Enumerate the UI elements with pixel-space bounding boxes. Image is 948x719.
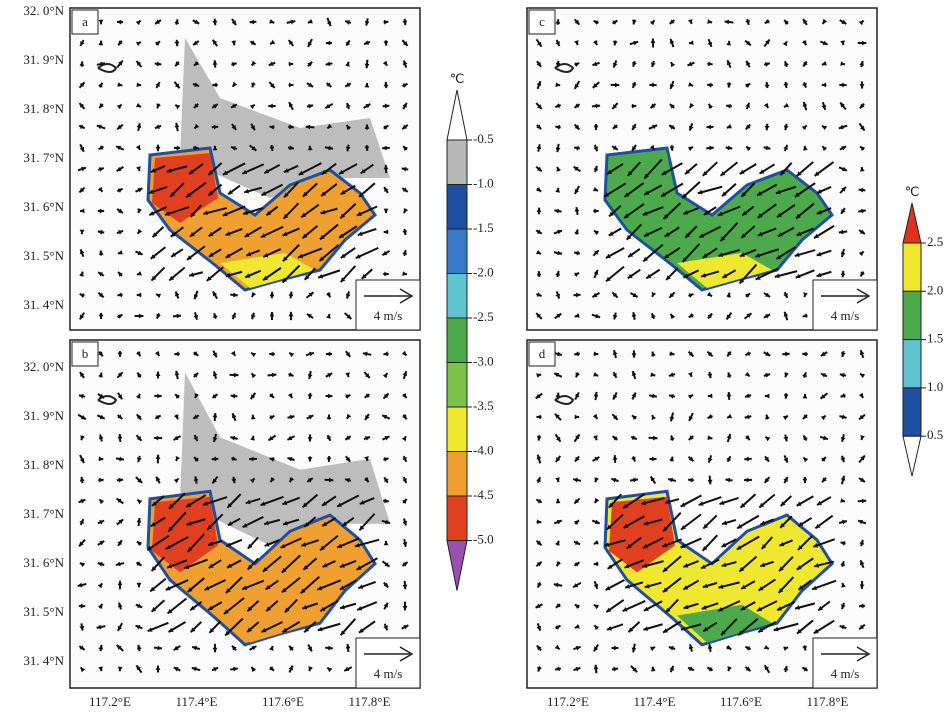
y-tick-label: 31. 5°N: [23, 604, 64, 619]
x-tick-label: 117.2°E: [89, 694, 131, 709]
scale-label: 4 m/s: [374, 308, 403, 323]
panel-label: d: [539, 346, 546, 361]
panel-label: c: [539, 14, 545, 29]
colorbar-cap: [903, 203, 921, 243]
y-tick-label: 32. 0°N: [23, 3, 64, 18]
colorbar-segment: [447, 229, 467, 274]
x-tick-label: 117.2°E: [547, 694, 589, 709]
y-tick-label: 32. 0°N: [23, 359, 64, 374]
colorbar-unit: ℃: [905, 184, 920, 199]
y-tick-label: 31. 4°N: [23, 297, 64, 312]
colorbar-segment: [447, 363, 467, 408]
x-tick-label: 117.6°E: [720, 694, 762, 709]
colorbar-segment: [447, 274, 467, 319]
colorbar-segment: [903, 291, 921, 339]
colorbar-label: 2.0: [927, 282, 943, 297]
colorbar-label: 2.5: [927, 234, 943, 249]
panel-label: a: [82, 14, 88, 29]
colorbar-segment: [447, 452, 467, 497]
colorbar-label: -4.5: [473, 487, 494, 502]
colorbar-segment: [903, 243, 921, 291]
scale-label: 4 m/s: [831, 666, 860, 681]
y-tick-label: 31. 7°N: [23, 506, 64, 521]
colorbar-label: -4.0: [473, 442, 494, 457]
y-tick-label: 31. 8°N: [23, 101, 64, 116]
map-panel: d 4 m/s: [527, 340, 877, 688]
x-tick-label: 117.4°E: [634, 694, 676, 709]
y-tick-label: 31. 6°N: [23, 555, 64, 570]
colorbar-label: -3.0: [473, 353, 494, 368]
x-tick-label: 117.8°E: [807, 694, 849, 709]
colorbar-label: 0.5: [927, 427, 943, 442]
colorbar-label: -5.0: [473, 531, 494, 546]
colorbar-label: 1.0: [927, 379, 943, 394]
y-tick-label: 31. 6°N: [23, 199, 64, 214]
map-panel: a 4 m/s: [70, 8, 420, 330]
colorbar-segment: [447, 140, 467, 185]
y-tick-label: 31. 8°N: [23, 457, 64, 472]
colorbar-segment: [447, 496, 467, 541]
colorbar-label: -2.0: [473, 264, 494, 279]
colorbar-segment: [447, 318, 467, 363]
colorbar-segment: [903, 388, 921, 436]
colorbar-label: -1.5: [473, 220, 494, 235]
colorbar-unit: ℃: [450, 71, 465, 86]
scale-label: 4 m/s: [374, 666, 403, 681]
colorbar-label: -2.5: [473, 309, 494, 324]
map-panel: c 4 m/s: [527, 8, 877, 330]
colorbar-cap: [447, 541, 467, 591]
colorbar-segment: [447, 185, 467, 230]
y-tick-label: 31. 4°N: [23, 653, 64, 668]
y-tick-label: 31. 7°N: [23, 150, 64, 165]
y-tick-label: 31. 5°N: [23, 248, 64, 263]
y-tick-label: 31. 9°N: [23, 408, 64, 423]
panel-label: b: [82, 346, 89, 361]
colorbar-segment: [447, 407, 467, 452]
colorbar-cap: [903, 436, 921, 476]
map-panel: b 4 m/s: [70, 340, 420, 688]
colorbar-label: 1.5: [927, 331, 943, 346]
x-tick-label: 117.4°E: [176, 694, 218, 709]
colorbar-segment: [903, 340, 921, 388]
x-tick-label: 117.8°E: [349, 694, 391, 709]
colorbar-cap: [447, 90, 467, 140]
colorbar-label: -1.0: [473, 175, 494, 190]
colorbar-label: -0.5: [473, 131, 494, 146]
y-tick-label: 31. 9°N: [23, 52, 64, 67]
scale-label: 4 m/s: [831, 308, 860, 323]
x-tick-label: 117.6°E: [262, 694, 304, 709]
colorbar-label: -3.5: [473, 398, 494, 413]
